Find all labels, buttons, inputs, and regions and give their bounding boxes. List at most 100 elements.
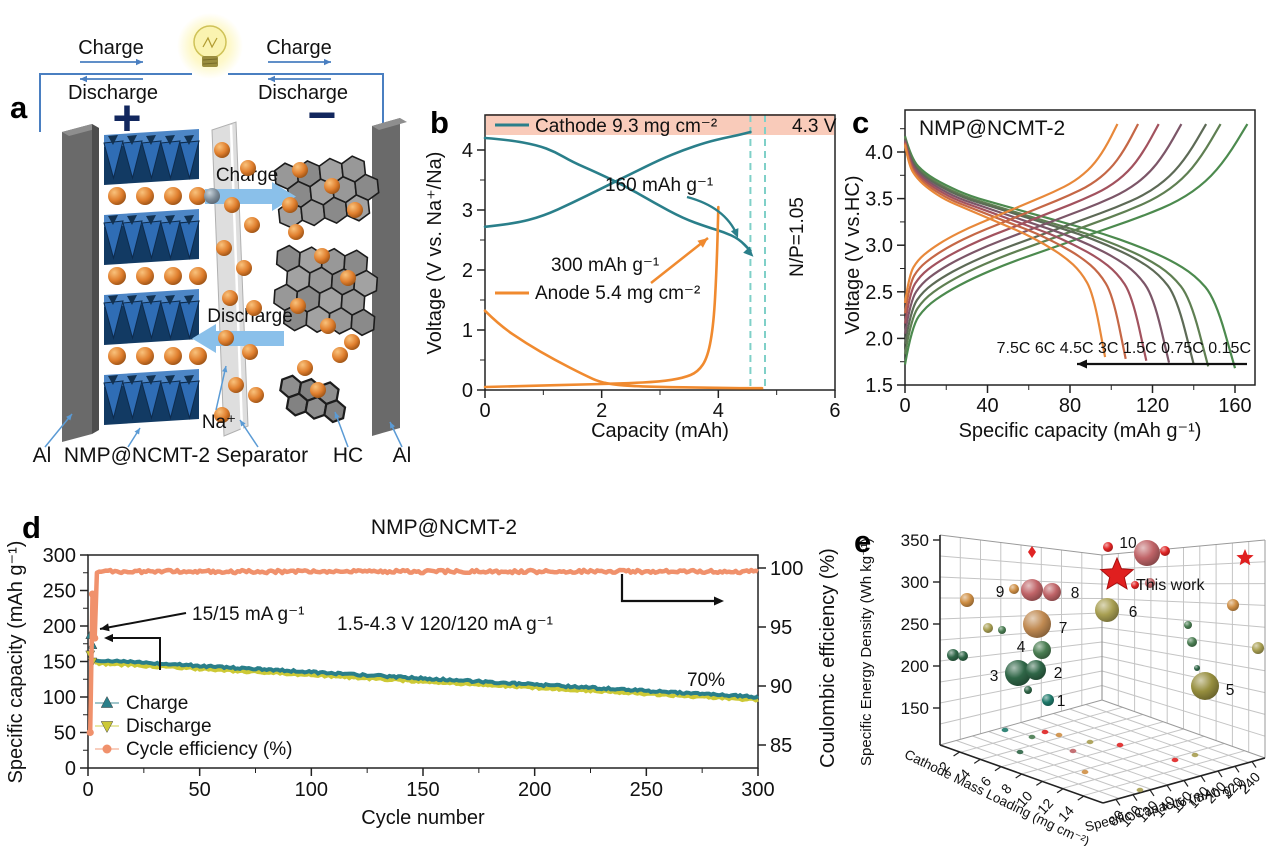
- cathode-crystal-small: [108, 215, 118, 225]
- series-anode-charge: [483, 205, 720, 389]
- y-left-axis-label: Specific capacity (mAh g⁻¹): [5, 541, 27, 784]
- mass-tick: [1056, 788, 1064, 794]
- x-tick-label: 50: [189, 779, 211, 801]
- mass-tick: [1036, 780, 1043, 786]
- separator-label: Separator: [216, 444, 308, 467]
- anode-capacity-arrow-head: [697, 238, 708, 248]
- floor-shadow-dot: [1069, 748, 1077, 754]
- charge-flow-arrow-head: [272, 182, 296, 211]
- chart-title: NMP@NCMT-2: [371, 516, 517, 539]
- comparison-bubble: [1005, 660, 1031, 686]
- carrier-sphere: [204, 188, 220, 204]
- charge-curve-0.75C: [903, 123, 1222, 355]
- cathode-crystal-small: [146, 375, 156, 385]
- comparison-bubble: [1187, 637, 1197, 647]
- upper-cutoff-band: [486, 114, 834, 135]
- floor-shadow-dot: [1136, 787, 1144, 793]
- right-axis-pointer-head: [714, 596, 724, 606]
- hc-pointer-head: [334, 412, 340, 419]
- bubble-number-10: 10: [1119, 535, 1137, 552]
- comparison-bubble: [1184, 621, 1192, 629]
- floor-shadow-dot: [1116, 742, 1124, 748]
- cycling-chart-canvas: 0 50 100 150 200 250 300 0 50 100 150 200 250 300 85 90…: [5, 516, 839, 829]
- comparison-bubble: [1194, 665, 1200, 671]
- sodium-ion: [240, 160, 256, 176]
- y-tick-label: 2.5: [865, 282, 893, 304]
- sodium-ion: [189, 347, 207, 365]
- sodium-ion: [218, 330, 234, 346]
- panel-d-cycling-performance-chart: 0 50 100 150 200 250 300 0 50 100 150 200 250 300 85 90…: [0, 490, 860, 846]
- comparison-bubble: [1024, 686, 1032, 694]
- panel-letter-b: b: [430, 105, 449, 140]
- cathode-crystal-row: [103, 209, 200, 265]
- sodium-ion: [136, 267, 154, 285]
- sodium-ion: [340, 270, 356, 286]
- x-tick-label: 200: [518, 779, 551, 801]
- cathode-crystal-small: [165, 135, 175, 145]
- sodium-ion: [164, 267, 182, 285]
- cathode-pointer-head: [134, 428, 140, 435]
- mass-tick: [973, 758, 981, 764]
- y-left-tick-label: 100: [43, 687, 76, 709]
- reference-star: [1236, 549, 1254, 566]
- charge-curve-4.5C: [903, 123, 1160, 324]
- y-left-tick-label: 300: [43, 545, 76, 567]
- x-tick-label: 300: [741, 779, 774, 801]
- floor-shadow-dot: [1086, 739, 1094, 745]
- floor-back-left-edge: [939, 699, 1103, 746]
- cathode-crystal-row: [103, 369, 200, 425]
- x-axis-label: Specific capacity (mAh g⁻¹): [959, 420, 1202, 442]
- voltage-capacity-chart-canvas: 0 2 4 6 0 1 2 3 4 Cathode 9.3 mg cm⁻² Anode 5.4 mg…: [425, 114, 841, 442]
- sodium-ion: [332, 347, 348, 363]
- sodium-ion: [108, 267, 126, 285]
- comparison-bubble: [983, 623, 993, 633]
- y-tick-label: 3.5: [865, 189, 893, 211]
- bubble-number-1: 1: [1057, 693, 1066, 710]
- comparison-bubble: [1042, 694, 1054, 706]
- anode-capacity-arrow: [650, 237, 709, 284]
- mass-tick: [994, 766, 1002, 772]
- np-ratio-label: N/P=1.05: [787, 197, 808, 277]
- comparison-bubble: [947, 649, 959, 661]
- z-tick-label: 300: [901, 573, 929, 592]
- retention-label: 70%: [687, 670, 725, 691]
- sodium-ion: [214, 407, 230, 423]
- chart-title: NMP@NCMT-2: [919, 117, 1065, 140]
- na-ion-pointer-head: [222, 366, 228, 373]
- cathode-crystal-small: [184, 375, 194, 385]
- this-work-label: This work: [1136, 577, 1205, 594]
- cathode-crystal-row: [103, 289, 200, 345]
- cathode-crystal-small: [184, 295, 194, 305]
- cathode-crystal-small: [108, 375, 118, 385]
- hc-hexagon: [323, 399, 347, 424]
- floor-shadow-dot: [1016, 749, 1024, 755]
- cycling-condition-label: 1.5-4.3 V 120/120 mA g⁻¹: [337, 614, 553, 635]
- x-tick-label: 250: [630, 779, 663, 801]
- al-left-pointer: [44, 413, 73, 448]
- sodium-ion: [224, 197, 240, 213]
- y-axis-label: Voltage (V vs. Na⁺/Na): [425, 152, 446, 355]
- discharge-flow-arrow-head: [192, 324, 216, 353]
- legend-label: Charge: [126, 693, 188, 714]
- bubble-number-4: 4: [1017, 639, 1026, 656]
- comparison-bubble: [1145, 578, 1155, 588]
- discharge-right-label: Discharge: [258, 82, 348, 104]
- capacity-tick: [1149, 789, 1155, 797]
- z-tick-label: 150: [901, 699, 929, 718]
- this-work-star: [1099, 556, 1135, 590]
- comparison-bubble: [1009, 584, 1019, 594]
- bulb-thread: [202, 62, 218, 65]
- comparison-bubble: [1131, 581, 1139, 589]
- bubble-number-5: 5: [1226, 682, 1235, 699]
- y-left-tick-label: 50: [54, 723, 76, 745]
- sodium-ion: [248, 387, 264, 403]
- comparison-bubble: [1021, 579, 1043, 601]
- y-tick-label: 2.0: [865, 328, 893, 350]
- legend-marker-discharge: [100, 721, 114, 734]
- x-tick-label: 0: [479, 400, 490, 422]
- charge-curve-7.5C: [903, 123, 1119, 304]
- z-tick-label: 200: [901, 657, 929, 676]
- series-cathode-charge: [483, 130, 752, 229]
- charge-right-arrow-head: [324, 58, 331, 66]
